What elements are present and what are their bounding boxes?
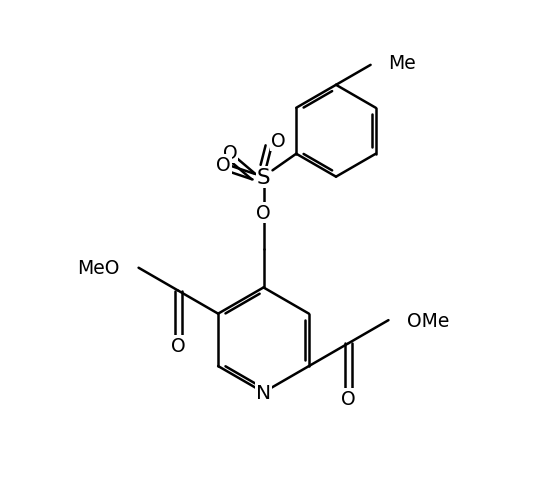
Text: N: N	[256, 383, 271, 402]
Text: MeO: MeO	[77, 259, 120, 278]
Text: O: O	[341, 389, 356, 408]
Text: O: O	[171, 337, 185, 355]
Text: O: O	[217, 155, 231, 174]
Text: O: O	[223, 144, 237, 163]
Text: O: O	[256, 203, 271, 222]
Text: Me: Me	[388, 54, 416, 73]
Text: S: S	[257, 167, 270, 187]
Text: OMe: OMe	[408, 311, 450, 330]
Text: O: O	[271, 131, 286, 150]
